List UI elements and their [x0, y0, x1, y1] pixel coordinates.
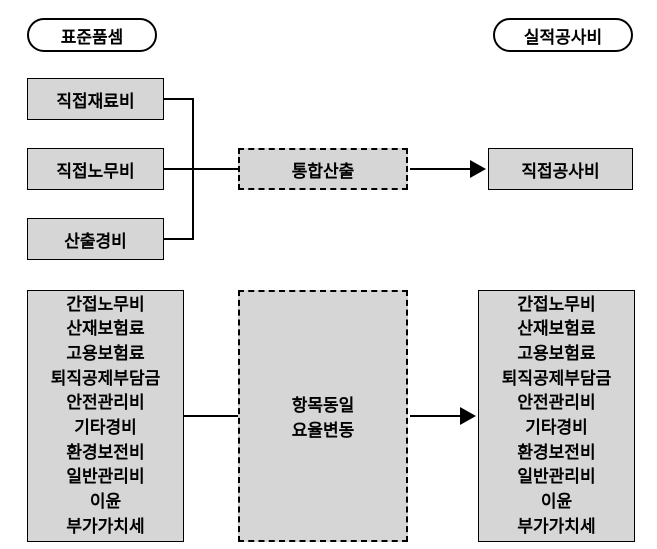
arrowhead-icon [470, 160, 486, 178]
connector [410, 168, 470, 170]
center-line1: 항목동일 [292, 391, 355, 416]
list-item: 환경보전비 [66, 441, 144, 466]
center-line2: 요율변동 [292, 416, 355, 441]
list-item: 고용보험료 [517, 342, 595, 367]
list-item: 일반관리비 [66, 465, 144, 490]
connector [164, 168, 194, 170]
list-item: 부가가치세 [517, 515, 595, 540]
box-direct-materials: 직접재료비 [27, 78, 164, 120]
connector [192, 168, 238, 170]
connector [164, 238, 194, 240]
box-item-rate: 항목동일 요율변동 [238, 290, 408, 542]
box-direct-labor: 직접노무비 [27, 148, 164, 190]
list-item: 산재보험료 [66, 317, 144, 342]
list-item: 환경보전비 [517, 441, 595, 466]
header-right-pill: 실적공사비 [493, 18, 633, 52]
list-left-indirect: 간접노무비 산재보험료 고용보험료 퇴직공제부담금 안전관리비 기타경비 환경보… [27, 290, 184, 542]
header-left-pill: 표준품셈 [27, 18, 157, 52]
list-item: 이윤 [541, 490, 572, 515]
connector [410, 415, 460, 417]
list-item: 퇴직공제부담금 [51, 367, 160, 392]
list-item: 이윤 [90, 490, 121, 515]
list-item: 기타경비 [525, 416, 588, 441]
list-item: 일반관리비 [517, 465, 595, 490]
box-calc-expense: 산출경비 [27, 218, 164, 260]
list-item: 퇴직공제부담금 [502, 367, 611, 392]
list-item: 안전관리비 [66, 391, 144, 416]
list-right-indirect: 간접노무비 산재보험료 고용보험료 퇴직공제부담금 안전관리비 기타경비 환경보… [478, 290, 635, 542]
box-integrated-calc: 통합산출 [238, 148, 408, 190]
list-item: 기타경비 [74, 416, 137, 441]
list-item: 간접노무비 [517, 293, 595, 318]
list-item: 간접노무비 [66, 293, 144, 318]
list-item: 고용보험료 [66, 342, 144, 367]
arrowhead-icon [460, 407, 476, 425]
list-item: 산재보험료 [517, 317, 595, 342]
connector [184, 415, 238, 417]
list-item: 안전관리비 [517, 391, 595, 416]
list-item: 부가가치세 [66, 515, 144, 540]
connector [164, 98, 194, 100]
box-direct-cost: 직접공사비 [488, 148, 633, 190]
